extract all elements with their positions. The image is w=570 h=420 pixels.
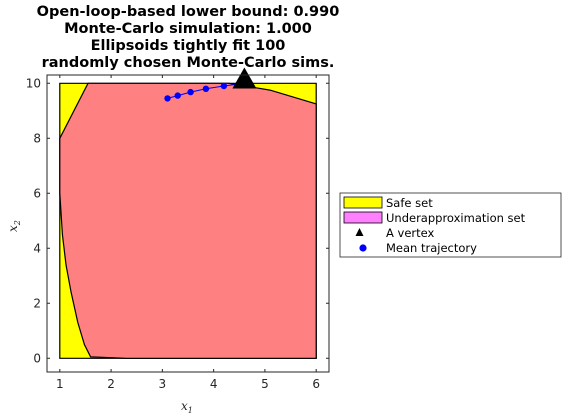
y-tick-label: 8 xyxy=(33,131,41,145)
legend-mean-trajectory-marker xyxy=(359,244,367,252)
legend: Safe set Underapproximation set A vertex… xyxy=(339,192,562,258)
legend-vertex-marker xyxy=(355,228,364,236)
legend-underapproximation-label: Underapproximation set xyxy=(386,211,526,225)
x-tick-label: 3 xyxy=(159,377,167,391)
x-axis-label-text: x1 xyxy=(181,399,193,415)
axes-frame xyxy=(46,74,330,373)
y-axis-ticks: 0 2 4 6 8 10 xyxy=(26,76,329,365)
mean-trajectory-point xyxy=(187,88,194,96)
y-tick-label: 6 xyxy=(33,186,41,200)
legend-safe-set-label: Safe set xyxy=(386,196,433,210)
y-tick-label: 2 xyxy=(33,296,41,310)
x-axis-label: x1 xyxy=(181,399,193,415)
x-tick-label: 6 xyxy=(312,377,320,391)
plot-area: 1 2 3 4 5 6 0 2 4 6 8 10 xyxy=(26,67,330,391)
legend-mean-trajectory-label: Mean trajectory xyxy=(386,241,477,255)
title-line-3: Ellipsoids tightly fit 100 xyxy=(91,38,286,54)
mean-trajectory-point xyxy=(202,85,210,93)
x-tick-label: 5 xyxy=(261,377,269,391)
x-tick-label: 4 xyxy=(210,377,218,391)
mean-trajectory-point xyxy=(174,92,181,99)
mean-trajectory-point xyxy=(220,82,228,90)
x-axis-ticks: 1 2 3 4 5 6 xyxy=(56,75,320,391)
title-line-4: randomly chosen Monte-Carlo sims. xyxy=(42,55,335,71)
legend-underapproximation-swatch xyxy=(343,211,383,224)
y-tick-label: 10 xyxy=(26,76,41,90)
title-line-2: Monte-Carlo simulation: 1.000 xyxy=(64,21,312,37)
mean-trajectory-point xyxy=(164,95,171,102)
y-axis-label-text: x2 xyxy=(6,220,22,232)
chart-title: Open-loop-based lower bound: 0.990 Monte… xyxy=(37,4,340,71)
y-axis-label: x2 xyxy=(6,220,22,232)
x-tick-label: 1 xyxy=(56,377,64,391)
y-tick-label: 4 xyxy=(33,241,41,255)
legend-vertex-label: A vertex xyxy=(386,226,435,240)
vertex-marker xyxy=(232,67,257,89)
title-line-1: Open-loop-based lower bound: 0.990 xyxy=(37,4,340,20)
y-tick-label: 0 xyxy=(33,351,41,365)
x-tick-label: 2 xyxy=(107,377,115,391)
legend-safe-set-swatch xyxy=(343,196,383,209)
underapproximation-set-polygon xyxy=(59,82,317,359)
